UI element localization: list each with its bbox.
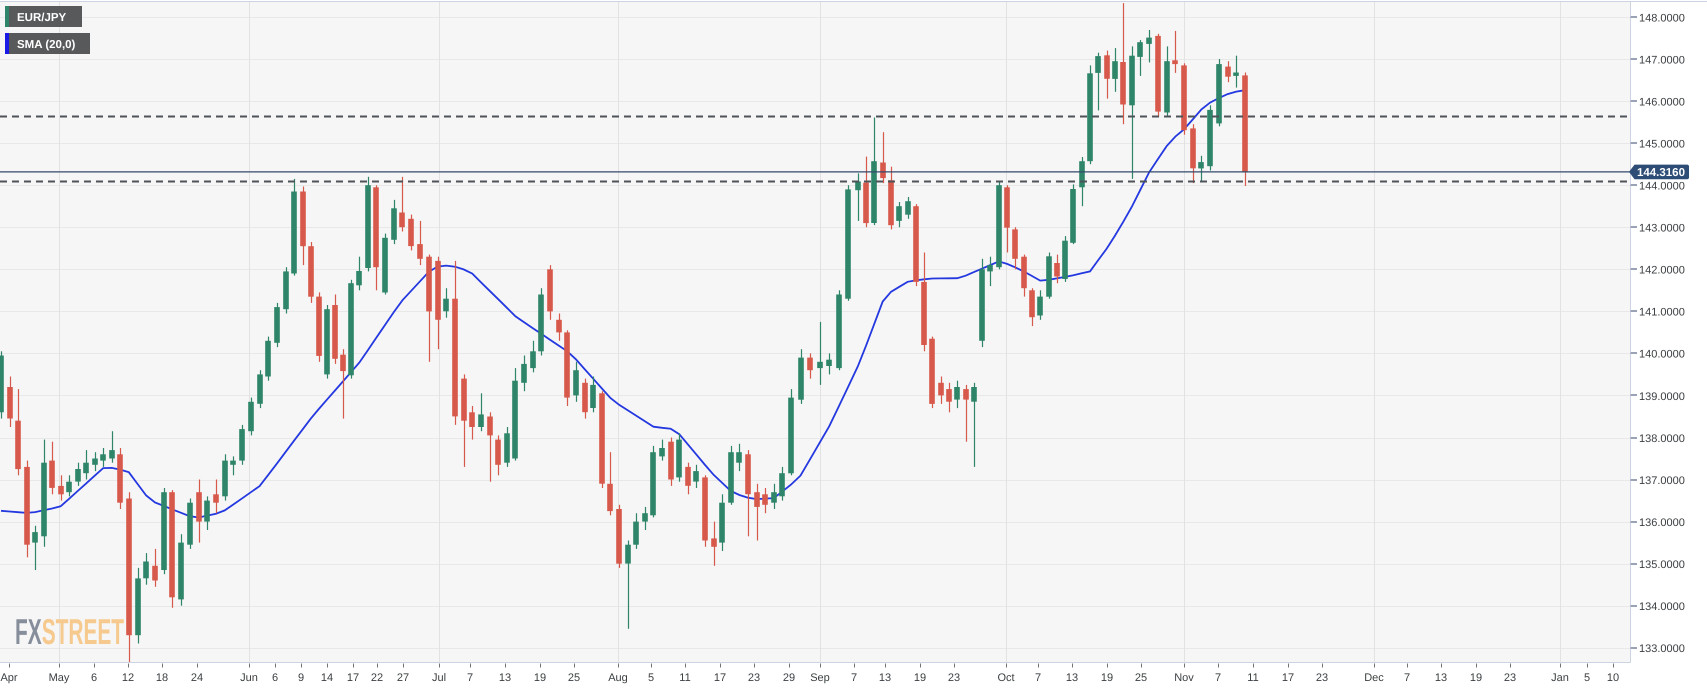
svg-text:7: 7: [1035, 672, 1041, 684]
svg-text:25: 25: [1135, 672, 1147, 684]
svg-text:7: 7: [851, 672, 857, 684]
svg-text:6: 6: [272, 672, 278, 684]
svg-text:145.0000: 145.0000: [1639, 138, 1685, 150]
svg-text:Apr: Apr: [0, 672, 17, 684]
svg-text:Aug: Aug: [608, 672, 628, 684]
svg-text:23: 23: [948, 672, 960, 684]
svg-text:17: 17: [347, 672, 359, 684]
svg-text:23: 23: [1316, 672, 1328, 684]
svg-text:FXSTREET: FXSTREET: [15, 611, 124, 652]
svg-text:13: 13: [879, 672, 891, 684]
svg-text:Oct: Oct: [997, 672, 1014, 684]
svg-text:19: 19: [1101, 672, 1113, 684]
svg-text:Sep: Sep: [810, 672, 830, 684]
svg-text:147.0000: 147.0000: [1639, 54, 1685, 66]
svg-text:7: 7: [1215, 672, 1221, 684]
svg-text:22: 22: [371, 672, 383, 684]
svg-text:5: 5: [648, 672, 654, 684]
svg-text:19: 19: [914, 672, 926, 684]
svg-text:19: 19: [534, 672, 546, 684]
svg-text:SMA (20,0): SMA (20,0): [17, 39, 76, 51]
svg-text:17: 17: [1282, 672, 1294, 684]
svg-text:Nov: Nov: [1174, 672, 1194, 684]
svg-text:5: 5: [1584, 672, 1590, 684]
svg-text:24: 24: [191, 672, 203, 684]
svg-text:23: 23: [1504, 672, 1516, 684]
svg-text:139.0000: 139.0000: [1639, 391, 1685, 403]
svg-text:134.0000: 134.0000: [1639, 601, 1685, 613]
svg-text:7: 7: [467, 672, 473, 684]
svg-text:138.0000: 138.0000: [1639, 433, 1685, 445]
svg-text:7: 7: [1404, 672, 1410, 684]
svg-text:148.0000: 148.0000: [1639, 12, 1685, 24]
svg-text:11: 11: [1247, 672, 1258, 684]
svg-text:May: May: [49, 672, 70, 684]
svg-text:142.0000: 142.0000: [1639, 265, 1685, 277]
svg-text:19: 19: [1470, 672, 1482, 684]
svg-text:Jul: Jul: [432, 672, 446, 684]
svg-text:13: 13: [1435, 672, 1447, 684]
svg-text:23: 23: [748, 672, 760, 684]
svg-text:9: 9: [298, 672, 304, 684]
svg-text:Jan: Jan: [1551, 672, 1569, 684]
svg-text:143.0000: 143.0000: [1639, 223, 1685, 235]
svg-text:141.0000: 141.0000: [1639, 307, 1685, 319]
svg-text:6: 6: [91, 672, 97, 684]
svg-text:12: 12: [122, 672, 134, 684]
svg-text:29: 29: [783, 672, 795, 684]
svg-text:144.0000: 144.0000: [1639, 181, 1685, 193]
svg-text:144.3160: 144.3160: [1637, 167, 1685, 179]
svg-text:18: 18: [156, 672, 168, 684]
svg-text:146.0000: 146.0000: [1639, 96, 1685, 108]
svg-text:140.0000: 140.0000: [1639, 349, 1685, 361]
svg-text:17: 17: [714, 672, 726, 684]
svg-text:135.0000: 135.0000: [1639, 559, 1685, 571]
svg-text:133.0000: 133.0000: [1639, 643, 1685, 655]
svg-text:EUR/JPY: EUR/JPY: [17, 12, 67, 24]
svg-text:Jun: Jun: [240, 672, 258, 684]
svg-text:27: 27: [397, 672, 409, 684]
svg-text:25: 25: [568, 672, 580, 684]
svg-text:10: 10: [1607, 672, 1619, 684]
svg-text:13: 13: [499, 672, 511, 684]
svg-text:Dec: Dec: [1364, 672, 1384, 684]
svg-text:14: 14: [321, 672, 333, 684]
svg-text:137.0000: 137.0000: [1639, 475, 1685, 487]
svg-text:11: 11: [679, 672, 690, 684]
svg-text:13: 13: [1066, 672, 1078, 684]
svg-text:136.0000: 136.0000: [1639, 517, 1685, 529]
